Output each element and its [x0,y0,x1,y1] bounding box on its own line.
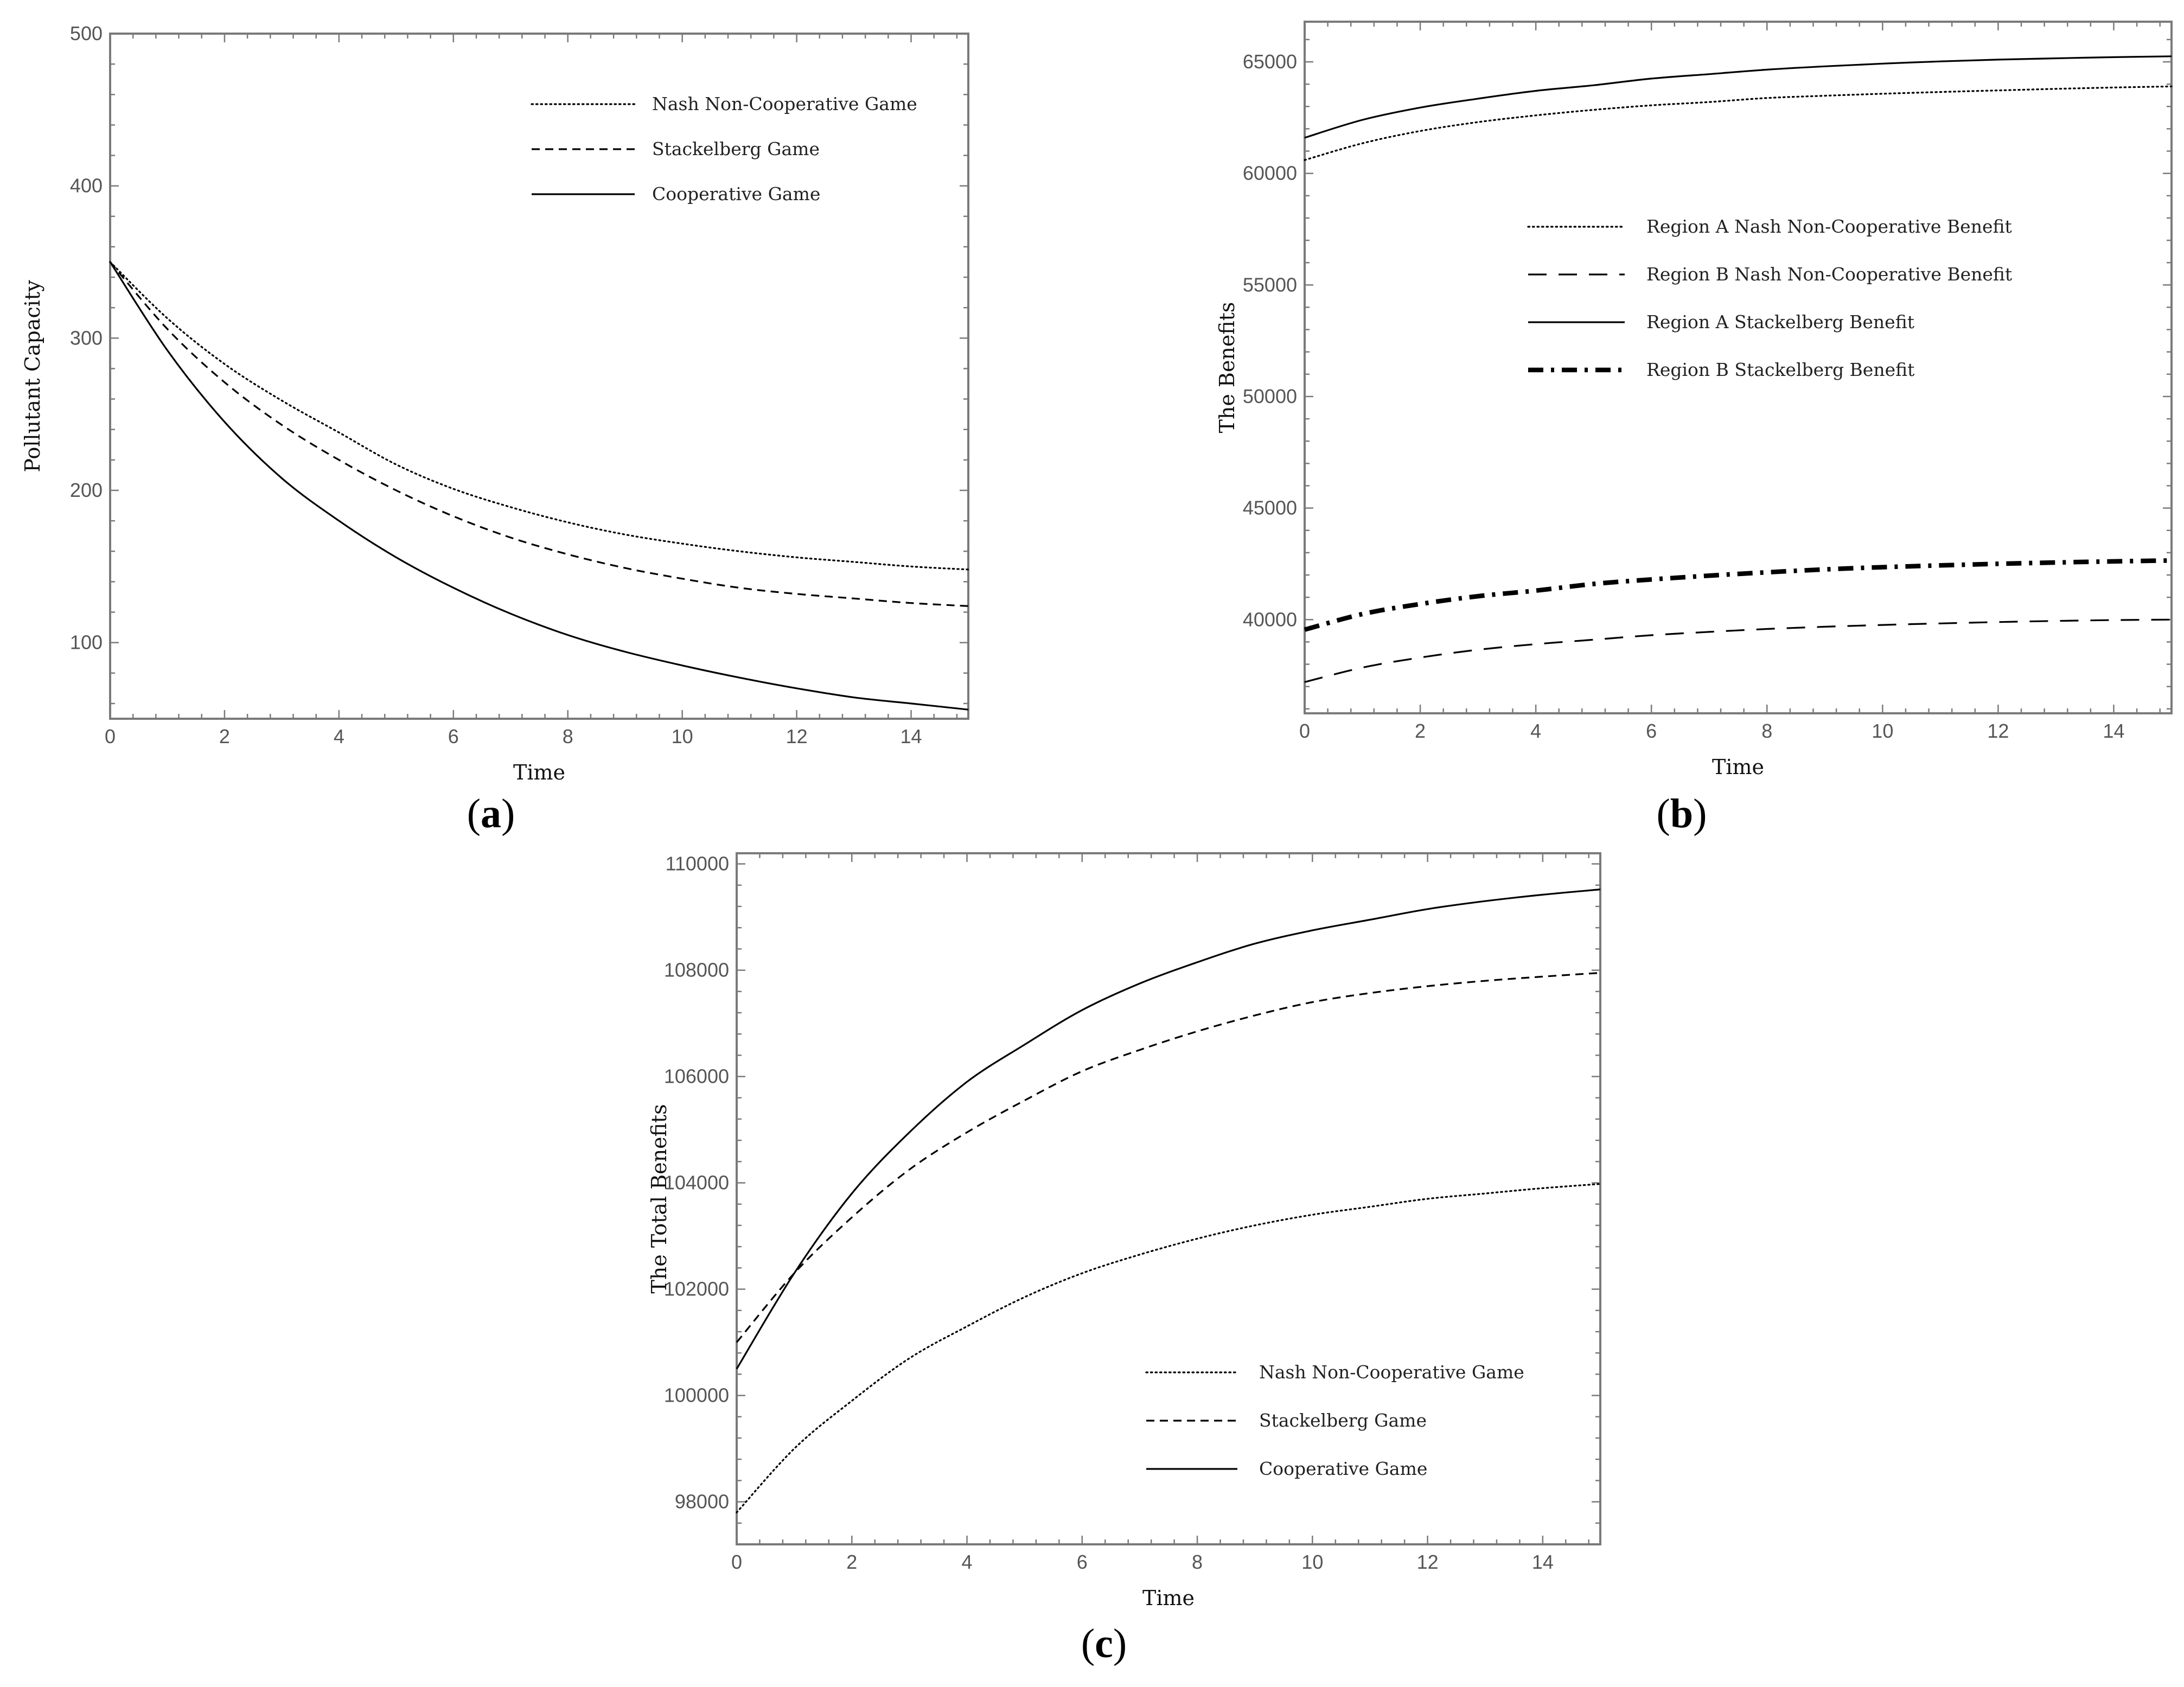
x-tick-label: 6 [1077,1551,1088,1573]
x-tick-label: 14 [2103,720,2124,742]
x-tick-label: 0 [731,1551,742,1573]
x-tick-label: 6 [1646,720,1657,742]
x-tick-label: 14 [1532,1551,1554,1573]
y-tick-label: 98000 [675,1491,729,1513]
y-tick-label: 110000 [666,853,729,875]
x-tick-label: 2 [846,1551,857,1573]
legend: Nash Non-Cooperative Game Stackelberg Gam… [1145,1362,1524,1479]
x-tick-label: 4 [962,1551,973,1573]
y-tick-label: 102000 [664,1278,729,1300]
x-tick-label: 8 [563,725,573,747]
series-line-2 [1304,618,2172,683]
panel-caption: (c) [1081,1621,1127,1666]
legend-label: Cooperative Game [652,183,820,205]
y-tick-label: 45000 [1243,497,1297,519]
legend: Nash Non-Cooperative Game Stackelberg Gam… [531,93,917,205]
x-tick-label: 14 [901,725,922,747]
series-line-1 [1304,85,2173,161]
legend-label: Nash Non-Cooperative Game [1259,1362,1524,1383]
legend-label: Stackelberg Game [1259,1410,1427,1431]
legend: Region A Nash Non-Cooperative Benefit Reg… [1527,216,2012,380]
caption-open-paren: ( [1081,1621,1095,1666]
panel-caption: (b) [1657,791,1707,836]
panel-caption: (a) [467,791,515,836]
x-tick-label: 12 [1417,1551,1439,1573]
y-axis-title: The Benefits [1215,302,1239,433]
x-tick-label: 0 [1299,720,1310,742]
series-line-1 [109,261,969,571]
y-axis-title: The Total Benefits [647,1104,671,1293]
y-tick-label: 40000 [1243,608,1297,630]
series-line-4 [1304,558,2172,632]
x-tick-label: 2 [219,725,230,747]
x-tick-label: 8 [1761,720,1772,742]
y-tick-label: 50000 [1243,385,1297,407]
series-line-3 [1304,55,2172,139]
legend-label: Region A Stackelberg Benefit [1646,311,1914,333]
caption-open-paren: ( [467,791,481,836]
y-tick-label: 65000 [1243,50,1297,73]
x-tick-label: 4 [1530,720,1541,742]
legend-label: Region A Nash Non-Cooperative Benefit [1646,216,2012,237]
legend-label: Cooperative Game [1259,1458,1427,1479]
caption-letter: c [1095,1621,1113,1666]
x-axis-title: Time [1142,1586,1195,1610]
x-tick-label: 0 [105,725,116,747]
y-tick-label: 55000 [1243,273,1297,296]
x-tick-label: 10 [1872,720,1893,742]
y-tick-label: 200 [70,479,103,501]
y-tick-label: 106000 [664,1065,729,1088]
caption-close-paren: ) [1693,791,1707,836]
series-line-1 [736,1183,1601,1513]
y-tick-label: 60000 [1243,162,1297,184]
x-axis-title: Time [1712,755,1764,779]
y-axis-title: Pollutant Capacity [21,280,44,472]
plot-frame [736,852,1601,1545]
plot-frame [1304,21,2173,714]
legend-label: Region B Stackelberg Benefit [1646,359,1914,380]
chart-panel-c: 0 2 4 6 8 10 12 14 98000 100000 102000 104000 106000… [647,852,1601,1666]
caption-open-paren: ( [1657,791,1670,836]
caption-close-paren: ) [501,791,515,836]
x-tick-label: 12 [786,725,808,747]
series-line-3 [109,261,969,711]
legend-label: Region B Nash Non-Cooperative Benefit [1646,264,2012,285]
plot-frame [109,33,969,720]
x-tick-label: 2 [1415,720,1426,742]
caption-letter: a [481,791,501,836]
y-tick-label: 104000 [664,1172,729,1194]
y-tick-label: 400 [70,175,103,197]
x-tick-label: 8 [1192,1551,1203,1573]
legend-label: Nash Non-Cooperative Game [652,93,917,114]
legend-label: Stackelberg Game [652,138,820,159]
y-tick-label: 300 [70,327,103,349]
y-tick-label: 500 [70,22,103,44]
series-line-2 [736,972,1601,1343]
y-tick-label: 108000 [664,959,729,981]
x-tick-label: 12 [1987,720,2009,742]
chart-panel-b: 0 2 4 6 8 10 12 14 40000 45000 50000 55000 60000 6500… [1215,21,2173,836]
x-tick-label: 6 [448,725,459,747]
chart-panel-a: 0 2 4 6 8 10 12 14 100 200 300 400 500 Time Pollutant … [21,22,969,836]
x-axis-title: Time [513,761,565,784]
series-line-3 [736,889,1601,1370]
y-tick-label: 100000 [664,1384,729,1407]
x-tick-label: 10 [672,725,693,747]
caption-close-paren: ) [1113,1621,1127,1666]
x-tick-label: 4 [334,725,344,747]
x-tick-label: 10 [1301,1551,1323,1573]
caption-letter: b [1670,791,1693,836]
series-line-2 [109,261,969,607]
y-tick-label: 100 [70,631,103,654]
